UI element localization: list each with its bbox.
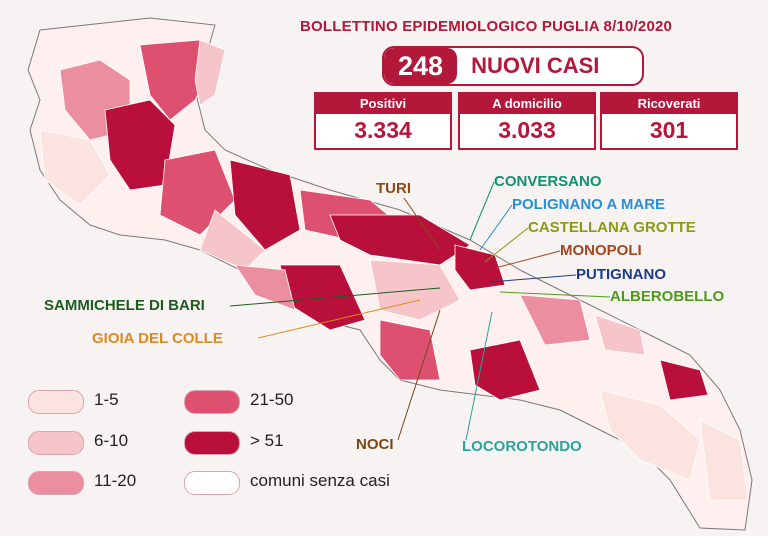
leader-line-locorotondo — [465, 311, 493, 441]
town-label-castellana: CASTELLANA GROTTE — [528, 219, 696, 236]
legend-label-no-cases: comuni senza casi — [250, 471, 390, 490]
legend-swatch-1-5 — [28, 390, 84, 414]
stat-ricoverati: Ricoverati 301 — [600, 92, 738, 150]
stat-a-domicilio: A domicilio 3.033 — [458, 92, 596, 150]
stat-value: 3.334 — [354, 117, 412, 143]
leader-line-gioia — [257, 299, 421, 339]
new-cases-label: NUOVI CASI — [471, 53, 600, 78]
area-salento-south — [699, 419, 749, 501]
area-subappennino — [39, 129, 111, 206]
town-label-noci: NOCI — [356, 436, 394, 453]
leader-line-turi — [403, 197, 441, 251]
town-label-polignano: POLIGNANO A MARE — [512, 196, 666, 213]
new-cases-box: 248 NUOVI CASI — [382, 46, 644, 86]
town-label-locorotondo: LOCOROTONDO — [462, 438, 582, 455]
area-lecce — [659, 359, 709, 401]
town-label-gioia: GIOIA DEL COLLE — [92, 330, 223, 347]
legend-swatch-over-51 — [184, 431, 240, 455]
area-salento — [599, 389, 701, 481]
legend-label-11-20: 11-20 — [94, 471, 137, 490]
town-label-conversano: CONVERSANO — [494, 173, 602, 190]
leader-line-putignano — [489, 274, 577, 283]
legend-label-21-50: 21-50 — [250, 390, 294, 409]
leader-line-alberobello — [499, 291, 611, 298]
leader-line-castellana — [484, 227, 529, 263]
legend-swatch-11-20 — [28, 471, 84, 495]
leader-line-polignano — [479, 204, 513, 251]
town-label-putignano: PUTIGNANO — [576, 266, 666, 283]
town-label-alberobello: ALBEROBELLO — [610, 288, 725, 305]
area-taranto-west — [379, 319, 441, 381]
town-label-monopoli: MONOPOLI — [560, 242, 642, 259]
legend-swatch-21-50 — [184, 390, 240, 414]
stat-label: Ricoverati — [602, 94, 736, 114]
legend-swatch-no-cases — [184, 471, 240, 495]
bulletin-title: BOLLETTINO EPIDEMIOLOGICO PUGLIA 8/10/20… — [300, 18, 673, 35]
leader-line-sammichele — [229, 287, 441, 307]
area-taranto — [469, 339, 541, 401]
legend-swatch-6-10 — [28, 431, 84, 455]
stat-label: Positivi — [316, 94, 450, 114]
area-brindisi-west — [519, 294, 591, 346]
stat-value: 301 — [649, 117, 689, 143]
stat-value: 3.033 — [498, 117, 556, 143]
new-cases-value: 248 — [384, 48, 458, 84]
town-label-turi: TURI — [376, 180, 411, 197]
stat-positivi: Positivi 3.334 — [314, 92, 452, 150]
area-bat — [229, 159, 301, 251]
town-label-sammichele: SAMMICHELE DI BARI — [44, 297, 205, 314]
legend-label-over-51: > 51 — [250, 431, 284, 450]
area-gargano-east — [194, 39, 226, 106]
leader-line-conversano — [469, 181, 495, 241]
stat-label: A domicilio — [460, 94, 594, 114]
leader-line-monopoli — [494, 250, 561, 269]
leader-line-noci — [397, 309, 441, 441]
area-brindisi — [594, 314, 646, 356]
area-gravina — [234, 264, 296, 311]
legend-label-1-5: 1-5 — [94, 390, 119, 409]
legend-label-6-10: 6-10 — [94, 431, 129, 450]
